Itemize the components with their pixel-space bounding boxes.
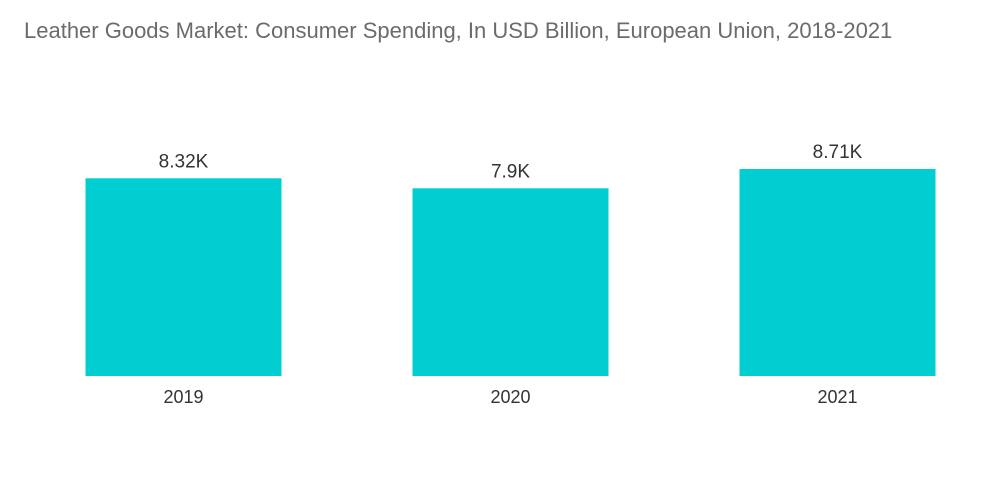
value-labels-layer: 8.32K 7.9K 8.71K bbox=[159, 142, 863, 182]
bar-2020 bbox=[412, 188, 609, 376]
data-label-2020: 7.9K bbox=[491, 161, 530, 182]
x-tick-label-2021: 2021 bbox=[817, 387, 857, 407]
x-tick-label-2020: 2020 bbox=[490, 387, 530, 407]
chart-title: Leather Goods Market: Consumer Spending,… bbox=[24, 18, 893, 43]
data-label-2019: 8.32K bbox=[159, 151, 209, 172]
bars-layer bbox=[85, 169, 936, 376]
x-tick-label-2019: 2019 bbox=[163, 387, 203, 407]
data-label-2021: 8.71K bbox=[813, 142, 863, 163]
category-labels-layer: 2019 2020 2021 bbox=[163, 387, 857, 407]
bar-2019 bbox=[85, 178, 282, 376]
bar-2021 bbox=[739, 169, 936, 376]
